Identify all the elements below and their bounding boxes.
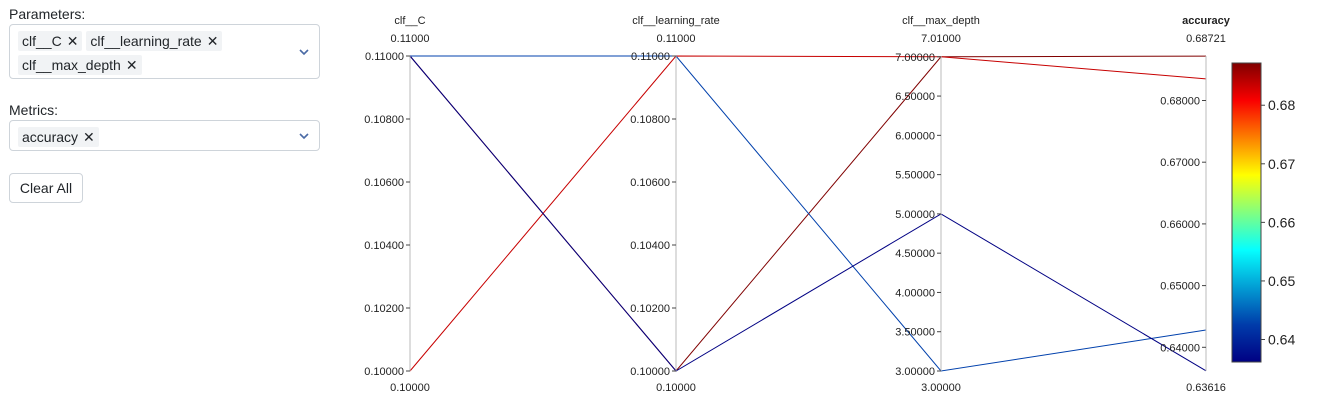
tick-label: 0.10600 xyxy=(630,177,670,189)
tick-label: 6.50000 xyxy=(895,91,935,103)
clear-all-button[interactable]: Clear All xyxy=(9,173,83,203)
axis-title[interactable]: clf__learning_rate xyxy=(632,15,719,27)
tick-label: 0.10600 xyxy=(364,177,404,189)
parameter-chip-label: clf__learning_rate xyxy=(90,33,202,49)
tick-label: 0.10400 xyxy=(630,240,670,252)
tick-label: 0.66000 xyxy=(1160,219,1200,231)
axis-title[interactable]: clf__max_depth xyxy=(902,15,980,27)
axis-max-label: 7.01000 xyxy=(921,33,961,45)
tick-label: 0.11000 xyxy=(365,51,404,63)
metric-chip: accuracy ✕ xyxy=(18,127,99,147)
metrics-select[interactable]: accuracy ✕ xyxy=(9,120,320,151)
parameter-chip: clf__learning_rate ✕ xyxy=(86,31,223,51)
axis-title[interactable]: accuracy xyxy=(1182,15,1231,27)
tick-label: 0.10000 xyxy=(364,366,404,378)
colorbar-tick-label: 0.67 xyxy=(1268,156,1295,172)
tick-label: 0.10200 xyxy=(630,303,670,315)
colorbar-tick-label: 0.64 xyxy=(1268,332,1295,348)
tick-label: 0.10800 xyxy=(364,114,404,126)
parameter-chip: clf__C ✕ xyxy=(18,31,83,51)
colorbar: 0.64 0.65 0.66 0.67 0.68 xyxy=(1231,62,1295,363)
close-icon[interactable]: ✕ xyxy=(66,33,79,49)
axis-min-label: 0.10000 xyxy=(656,382,696,394)
tick-label: 0.10800 xyxy=(630,114,670,126)
tick-label: 0.67000 xyxy=(1160,157,1200,169)
colorbar-tick-label: 0.65 xyxy=(1268,273,1295,289)
metrics-label: Metrics: xyxy=(9,102,58,118)
chevron-down-icon[interactable] xyxy=(297,45,311,59)
parameters-select[interactable]: clf__C ✕ clf__learning_rate ✕ clf__max_depth… xyxy=(9,24,320,79)
tick-label: 0.65000 xyxy=(1160,281,1200,293)
tick-label: 6.00000 xyxy=(895,130,935,142)
axis-max-label: 0.11000 xyxy=(657,33,696,45)
tick-label: 5.50000 xyxy=(895,170,935,182)
metric-chip-label: accuracy xyxy=(22,129,79,145)
axis-min-label: 3.00000 xyxy=(921,382,961,394)
tick-label: 0.10000 xyxy=(630,366,670,378)
axes: clf__C 0.11000 0.10000 0.10000 0.10200 0.1040… xyxy=(364,15,1230,394)
tick-label: 4.50000 xyxy=(895,248,935,260)
colorbar-tick-label: 0.68 xyxy=(1268,97,1295,113)
axis-min-label: 0.10000 xyxy=(390,382,430,394)
close-icon[interactable]: ✕ xyxy=(206,33,219,49)
tick-label: 0.10200 xyxy=(364,303,404,315)
axis-title[interactable]: clf__C xyxy=(394,15,425,27)
chevron-down-icon[interactable] xyxy=(297,129,311,143)
parameter-chip: clf__max_depth ✕ xyxy=(18,55,142,75)
tick-label: 0.68000 xyxy=(1160,95,1200,107)
tick-label: 7.00000 xyxy=(895,52,935,64)
axis-max-label: 0.68721 xyxy=(1186,33,1226,45)
tick-label: 0.11000 xyxy=(631,51,670,63)
data-line xyxy=(409,55,1207,372)
close-icon[interactable]: ✕ xyxy=(83,129,95,145)
parameter-chip-label: clf__C xyxy=(22,33,62,49)
tick-label: 0.10400 xyxy=(364,240,404,252)
metrics-chips: accuracy ✕ xyxy=(18,125,288,149)
tick-label: 5.00000 xyxy=(895,209,935,221)
close-icon[interactable]: ✕ xyxy=(125,57,138,73)
parameter-chip-label: clf__max_depth xyxy=(22,57,121,73)
axis-min-label: 0.63616 xyxy=(1186,382,1226,394)
tick-label: 0.64000 xyxy=(1160,342,1200,354)
tick-label: 3.00000 xyxy=(895,366,935,378)
tick-label: 3.50000 xyxy=(895,327,935,339)
tick-label: 4.00000 xyxy=(895,287,935,299)
axis-max-label: 0.11000 xyxy=(391,33,430,45)
data-lines xyxy=(409,55,1207,372)
data-line xyxy=(410,55,1207,372)
parameters-chips: clf__C ✕ clf__learning_rate ✕ clf__max_depth… xyxy=(18,29,288,77)
colorbar-tick-label: 0.66 xyxy=(1268,214,1295,230)
parameters-label: Parameters: xyxy=(9,6,86,22)
colorbar-gradient xyxy=(1231,62,1262,363)
